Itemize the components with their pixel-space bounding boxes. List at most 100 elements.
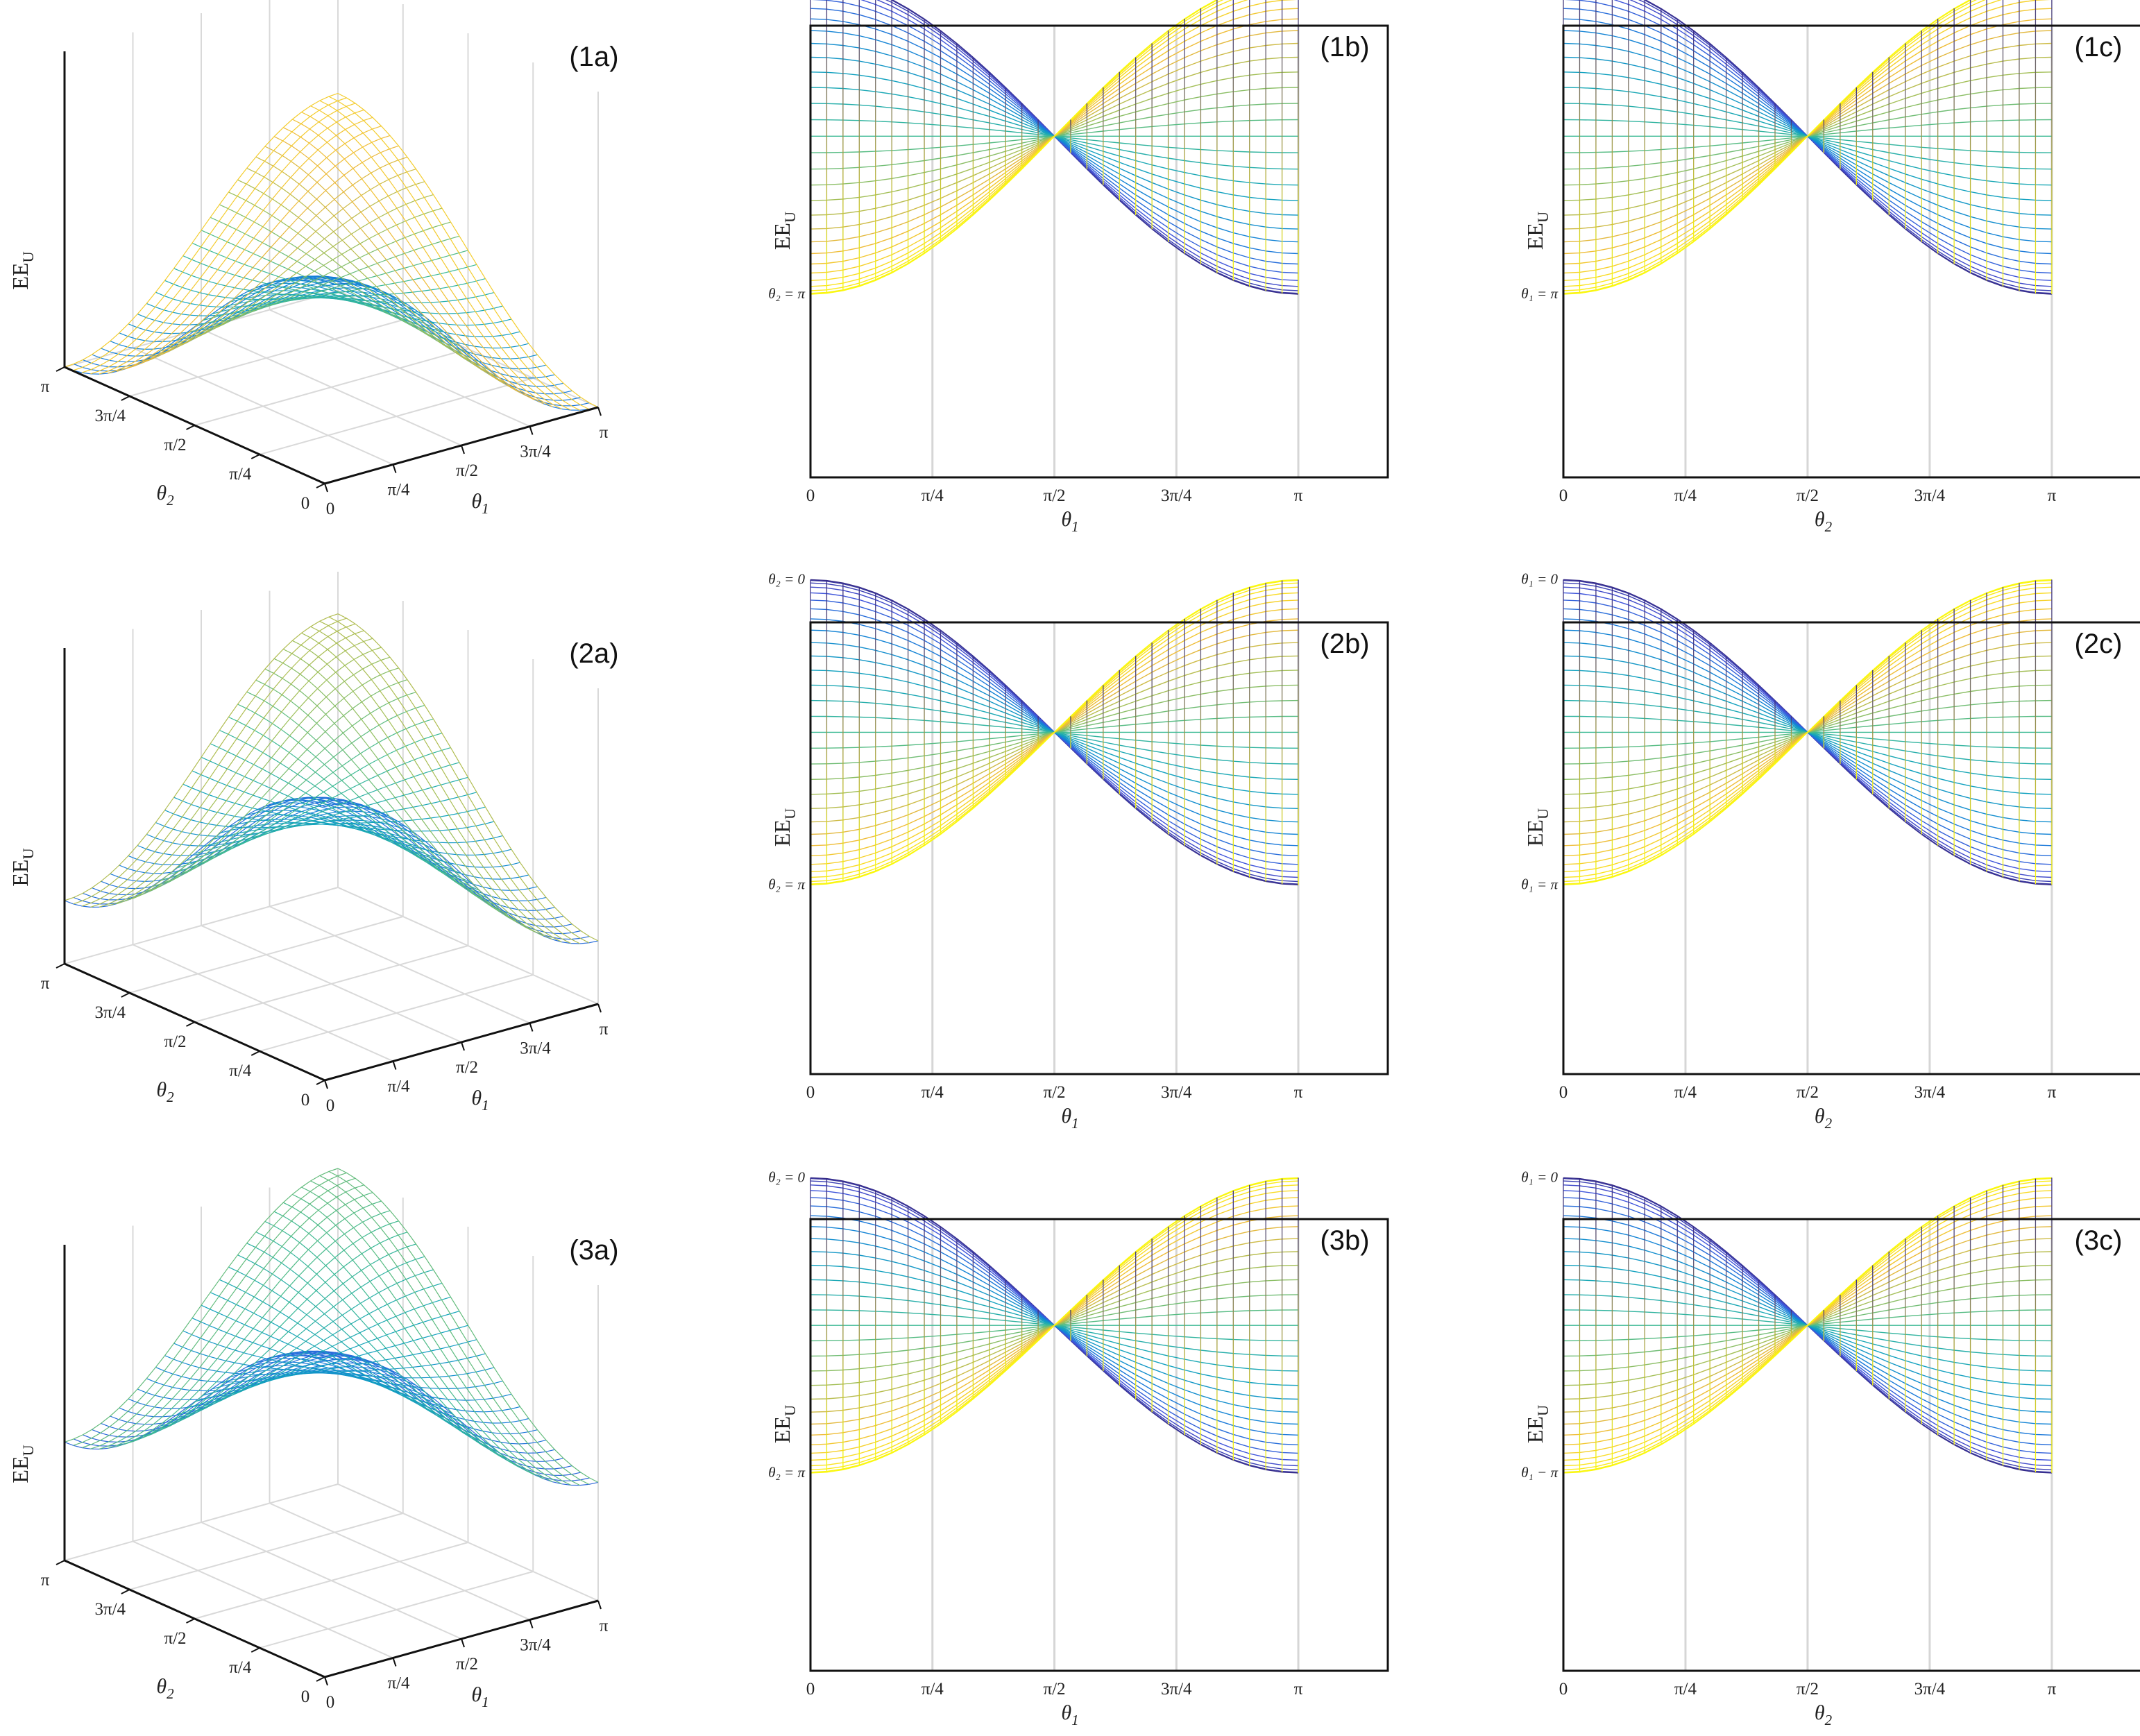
x-tick	[324, 483, 328, 493]
x-tick	[529, 1619, 534, 1628]
x-tick-label: 3π/4	[520, 1039, 551, 1058]
x-tick-label: 3π/4	[1914, 486, 1946, 505]
x-axis-label-main: θ	[1815, 1105, 1825, 1127]
surface-line	[168, 207, 443, 346]
x-axis-label-sub: 1	[482, 1097, 489, 1114]
edge-label-top: θ₁ = 0	[1521, 1168, 1558, 1185]
surface-line	[273, 136, 535, 400]
x-tick	[392, 1658, 397, 1667]
y-axis-label: EEU	[1522, 212, 1552, 250]
y-axis-label-text: EEU	[1522, 212, 1552, 250]
z-axis-label: EEU	[8, 251, 37, 289]
x-axis-label: θ1	[471, 490, 489, 517]
floor-grid	[269, 905, 530, 1024]
x-axis-label-text: θ1	[1061, 1105, 1078, 1132]
floor-grid	[194, 945, 468, 1023]
y-tick-label: π/2	[164, 436, 186, 454]
y-axis-label-sub: U	[1534, 1405, 1552, 1416]
x-axis-label-text: θ1	[471, 490, 489, 517]
x-axis-label-sub: 2	[1825, 1115, 1833, 1132]
x-tick	[597, 1600, 602, 1610]
y-axis-label: EEU	[770, 808, 799, 846]
surface-line	[328, 96, 590, 410]
y-axis-label-text: θ2	[156, 1078, 174, 1105]
y-axis-label-text: EEU	[1522, 1405, 1552, 1443]
x-tick-label: 0	[1559, 1083, 1568, 1102]
chart-2c: 0 π/4 π/2 3π/4 π θ₁ = 0 θ₁ = π θ2 EEU (2c)	[1521, 570, 2140, 1132]
y-axis-label-sub: U	[1534, 212, 1552, 223]
x-tick-label: 0	[1559, 486, 1568, 505]
surface-line	[292, 1193, 553, 1483]
surface-line	[99, 1192, 373, 1450]
surface-line	[90, 630, 364, 908]
surface-line	[328, 1171, 590, 1485]
x-tick	[461, 1041, 465, 1051]
x-tick-label: π/4	[1674, 1680, 1697, 1699]
surface-line	[73, 97, 347, 371]
y-tick-label: 0	[301, 1091, 310, 1109]
x-tick	[461, 445, 465, 454]
x-tick-label: 0	[326, 500, 335, 518]
surface-line	[292, 119, 553, 407]
surface-line	[108, 126, 382, 374]
x-tick	[597, 407, 602, 416]
y-axis-label-text: θ2	[156, 1675, 174, 1702]
x-axis-label-text: θ1	[471, 1683, 489, 1710]
y-tick-label: π	[41, 1571, 50, 1590]
x-tick-label: π/2	[1043, 1083, 1065, 1102]
x-axis-label: θ1	[1061, 1701, 1078, 1728]
x-tick-label: π	[1294, 1680, 1303, 1699]
y-tick	[250, 1647, 260, 1653]
z-axis-label-sub: U	[19, 848, 37, 859]
surface-line	[81, 623, 356, 907]
x-tick	[392, 464, 397, 473]
surface-line	[90, 109, 364, 375]
y-axis-label-main: EE	[1522, 819, 1547, 846]
x-axis-label: θ2	[1815, 508, 1833, 535]
series-line	[810, 0, 1217, 295]
surface-line	[133, 156, 408, 366]
surface-line	[73, 1172, 347, 1446]
y-tick	[121, 1589, 130, 1594]
x-tick	[529, 1023, 534, 1032]
panel-label: (3c)	[2075, 1225, 2123, 1256]
y-tick-label: 3π/4	[94, 407, 126, 425]
z-axis-label: EEU	[8, 1445, 37, 1483]
series-line	[1563, 0, 1971, 295]
surface-line	[99, 117, 373, 375]
floor-grid	[129, 319, 404, 397]
surface-line	[108, 1200, 382, 1449]
panel-label: (1a)	[569, 42, 618, 72]
y-axis-label-text: θ2	[156, 482, 174, 509]
surface-line	[319, 100, 580, 411]
y-axis-label-text: EEU	[1522, 808, 1552, 846]
z-axis-label: EEU	[8, 848, 37, 886]
y-tick	[56, 366, 65, 372]
x-tick	[529, 426, 534, 435]
surface-line	[168, 1282, 443, 1421]
surface-line	[273, 658, 535, 933]
axes-box	[1562, 24, 2140, 479]
z-axis-label-text: EEU	[8, 1445, 37, 1483]
surface-line	[310, 626, 571, 944]
x-tick-label: 3π/4	[1914, 1680, 1946, 1699]
x-tick-label: π/4	[922, 1680, 944, 1699]
edge-label-bottom: θ₂ = π	[768, 285, 805, 302]
y-tick-label: π/4	[229, 465, 252, 484]
chart-3c: 0 π/4 π/2 3π/4 π θ₁ = 0 θ₁ − π θ2 EEU (3c)	[1521, 1168, 2140, 1728]
y-tick	[316, 1080, 325, 1085]
surface-line	[64, 1168, 339, 1443]
edge-label-bottom: θ₂ = π	[768, 876, 805, 892]
floor-grid	[337, 887, 599, 1005]
surface-line	[337, 613, 599, 942]
surface-line	[99, 638, 373, 908]
floor-grid	[64, 1483, 339, 1561]
y-axis-label: EEU	[770, 212, 799, 250]
y-tick	[316, 1676, 325, 1682]
x-tick-label: π	[1294, 486, 1303, 505]
x-tick-label: 3π/4	[1161, 486, 1192, 505]
z-axis-label-main: EE	[8, 860, 33, 887]
surface-line	[324, 1358, 599, 1486]
y-tick	[56, 963, 65, 969]
